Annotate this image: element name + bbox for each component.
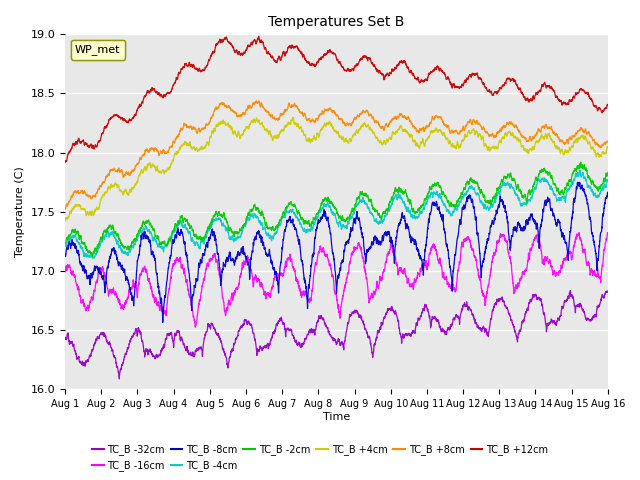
Legend: WP_met: WP_met: [70, 40, 125, 60]
Y-axis label: Temperature (C): Temperature (C): [15, 167, 25, 257]
Title: Temperatures Set B: Temperatures Set B: [268, 15, 404, 29]
X-axis label: Time: Time: [323, 412, 350, 422]
Legend: TC_B -32cm, TC_B -16cm, TC_B -8cm, TC_B -4cm, TC_B -2cm, TC_B +4cm, TC_B +8cm, T: TC_B -32cm, TC_B -16cm, TC_B -8cm, TC_B …: [88, 441, 552, 475]
